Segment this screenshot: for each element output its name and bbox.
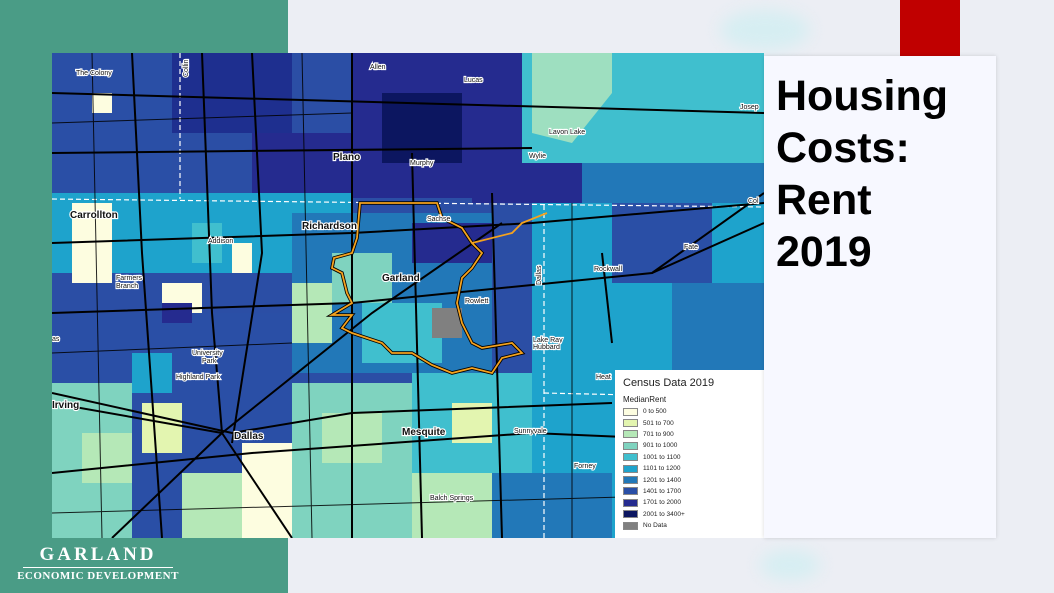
legend-swatch xyxy=(623,487,638,496)
title-line-3: Rent xyxy=(776,176,872,224)
legend-item: 1201 to 1400 xyxy=(623,474,685,485)
map-legend: Census Data 2019 MedianRent 0 to 500 501 … xyxy=(615,370,764,538)
legend-swatch xyxy=(623,476,638,485)
label-park: Park xyxy=(202,358,217,365)
legend-label: 2001 to 3400+ xyxy=(643,510,685,518)
label-allen: Allen xyxy=(370,64,386,71)
label-mesquite: Mesquite xyxy=(402,427,446,438)
slide-title: Housing Costs: Rent 2019 xyxy=(776,70,991,278)
label-wylie: Wylie xyxy=(529,153,546,160)
label-branch: Branch xyxy=(116,283,138,290)
legend-swatch xyxy=(623,453,638,462)
label-lavon-lake: Lavon Lake xyxy=(549,129,585,136)
legend-label: 1101 to 1200 xyxy=(643,465,681,473)
label-balch-springs: Balch Springs xyxy=(430,495,474,502)
legend-list: 0 to 500 501 to 700 701 to 900 901 to 1000 1… xyxy=(623,406,685,531)
legend-label: No Data xyxy=(643,522,667,530)
legend-item: 701 to 900 xyxy=(623,429,685,440)
legend-item: 501 to 700 xyxy=(623,417,685,428)
label-rowlett: Rowlett xyxy=(465,298,488,305)
label-sachse: Sachse xyxy=(427,216,450,223)
legend-title: Census Data 2019 xyxy=(623,377,715,389)
label-dallas: Dallas xyxy=(234,431,264,442)
label-forney: Forney xyxy=(574,463,596,470)
label-josep: Josep xyxy=(740,104,759,111)
legend-swatch xyxy=(623,441,638,450)
label-richardson: Richardson xyxy=(302,221,357,232)
legend-swatch xyxy=(623,464,638,473)
legend-item: 1101 to 1200 xyxy=(623,463,685,474)
label-irving: Irving xyxy=(52,400,79,411)
legend-item: 1001 to 1100 xyxy=(623,452,685,463)
label-farmers: Farmers xyxy=(116,275,143,282)
label-collin: Collin xyxy=(183,59,190,77)
legend-item: 1701 to 2000 xyxy=(623,497,685,508)
legend-label: 1401 to 1700 xyxy=(643,487,681,495)
red-accent-block xyxy=(900,0,960,56)
decorative-blur-top xyxy=(720,10,810,50)
legend-item: No Data xyxy=(623,520,685,531)
legend-label: 1701 to 2000 xyxy=(643,499,681,507)
legend-item: 2001 to 3400+ xyxy=(623,509,685,520)
label-university: University xyxy=(192,350,223,357)
label-edge-as: as xyxy=(52,336,60,343)
label-fate: Fate xyxy=(684,244,698,251)
legend-label: 0 to 500 xyxy=(643,408,667,416)
map-canvas: The Colony Allen Lucas Plano Murphy Wyli… xyxy=(52,53,764,538)
legend-label: 501 to 700 xyxy=(643,419,674,427)
logo-line-2: ECONOMIC DEVELOPMENT xyxy=(17,570,179,582)
rent-map: The Colony Allen Lucas Plano Murphy Wyli… xyxy=(52,53,764,538)
label-lucas: Lucas xyxy=(464,77,483,84)
title-line-1: Housing xyxy=(776,72,948,120)
label-sunnyvale: Sunnyvale xyxy=(514,428,547,435)
title-line-4: 2019 xyxy=(776,228,872,276)
legend-item: 0 to 500 xyxy=(623,406,685,417)
legend-subtitle: MedianRent xyxy=(623,395,667,404)
label-the-colony: The Colony xyxy=(76,70,112,77)
label-garland: Garland xyxy=(382,273,420,284)
label-carrollton: Carrollton xyxy=(70,210,118,221)
label-murphy: Murphy xyxy=(410,160,434,167)
legend-item: 901 to 1000 xyxy=(623,440,685,451)
legend-swatch xyxy=(623,430,638,439)
legend-swatch xyxy=(623,498,638,507)
legend-item: 1401 to 1700 xyxy=(623,486,685,497)
legend-label: 701 to 900 xyxy=(643,430,674,438)
logo-line-1: GARLAND xyxy=(39,544,157,565)
title-line-2: Costs: xyxy=(776,124,910,172)
garland-logo: GARLAND ECONOMIC DEVELOPMENT xyxy=(0,544,196,582)
legend-label: 901 to 1000 xyxy=(643,442,678,450)
legend-swatch xyxy=(623,407,638,416)
legend-label: 1201 to 1400 xyxy=(643,476,681,484)
label-heat: Heat xyxy=(596,374,611,381)
label-highland-park: Highland Park xyxy=(176,374,220,381)
decorative-blur-bottom xyxy=(760,550,820,580)
legend-swatch xyxy=(623,510,638,519)
legend-swatch xyxy=(623,419,638,428)
label-hubbard: Hubbard xyxy=(533,344,560,351)
label-rockwall: Rockwall xyxy=(594,266,622,273)
label-dallas-county: Dallas xyxy=(536,265,543,285)
label-lake-ray: Lake Ray xyxy=(533,337,563,344)
label-col: Col xyxy=(748,198,759,205)
logo-divider xyxy=(23,567,173,568)
label-plano: Plano xyxy=(333,152,360,163)
title-card: Housing Costs: Rent 2019 xyxy=(764,56,996,538)
label-addison: Addison xyxy=(208,238,233,245)
legend-label: 1001 to 1100 xyxy=(643,453,681,461)
legend-swatch xyxy=(623,521,638,530)
